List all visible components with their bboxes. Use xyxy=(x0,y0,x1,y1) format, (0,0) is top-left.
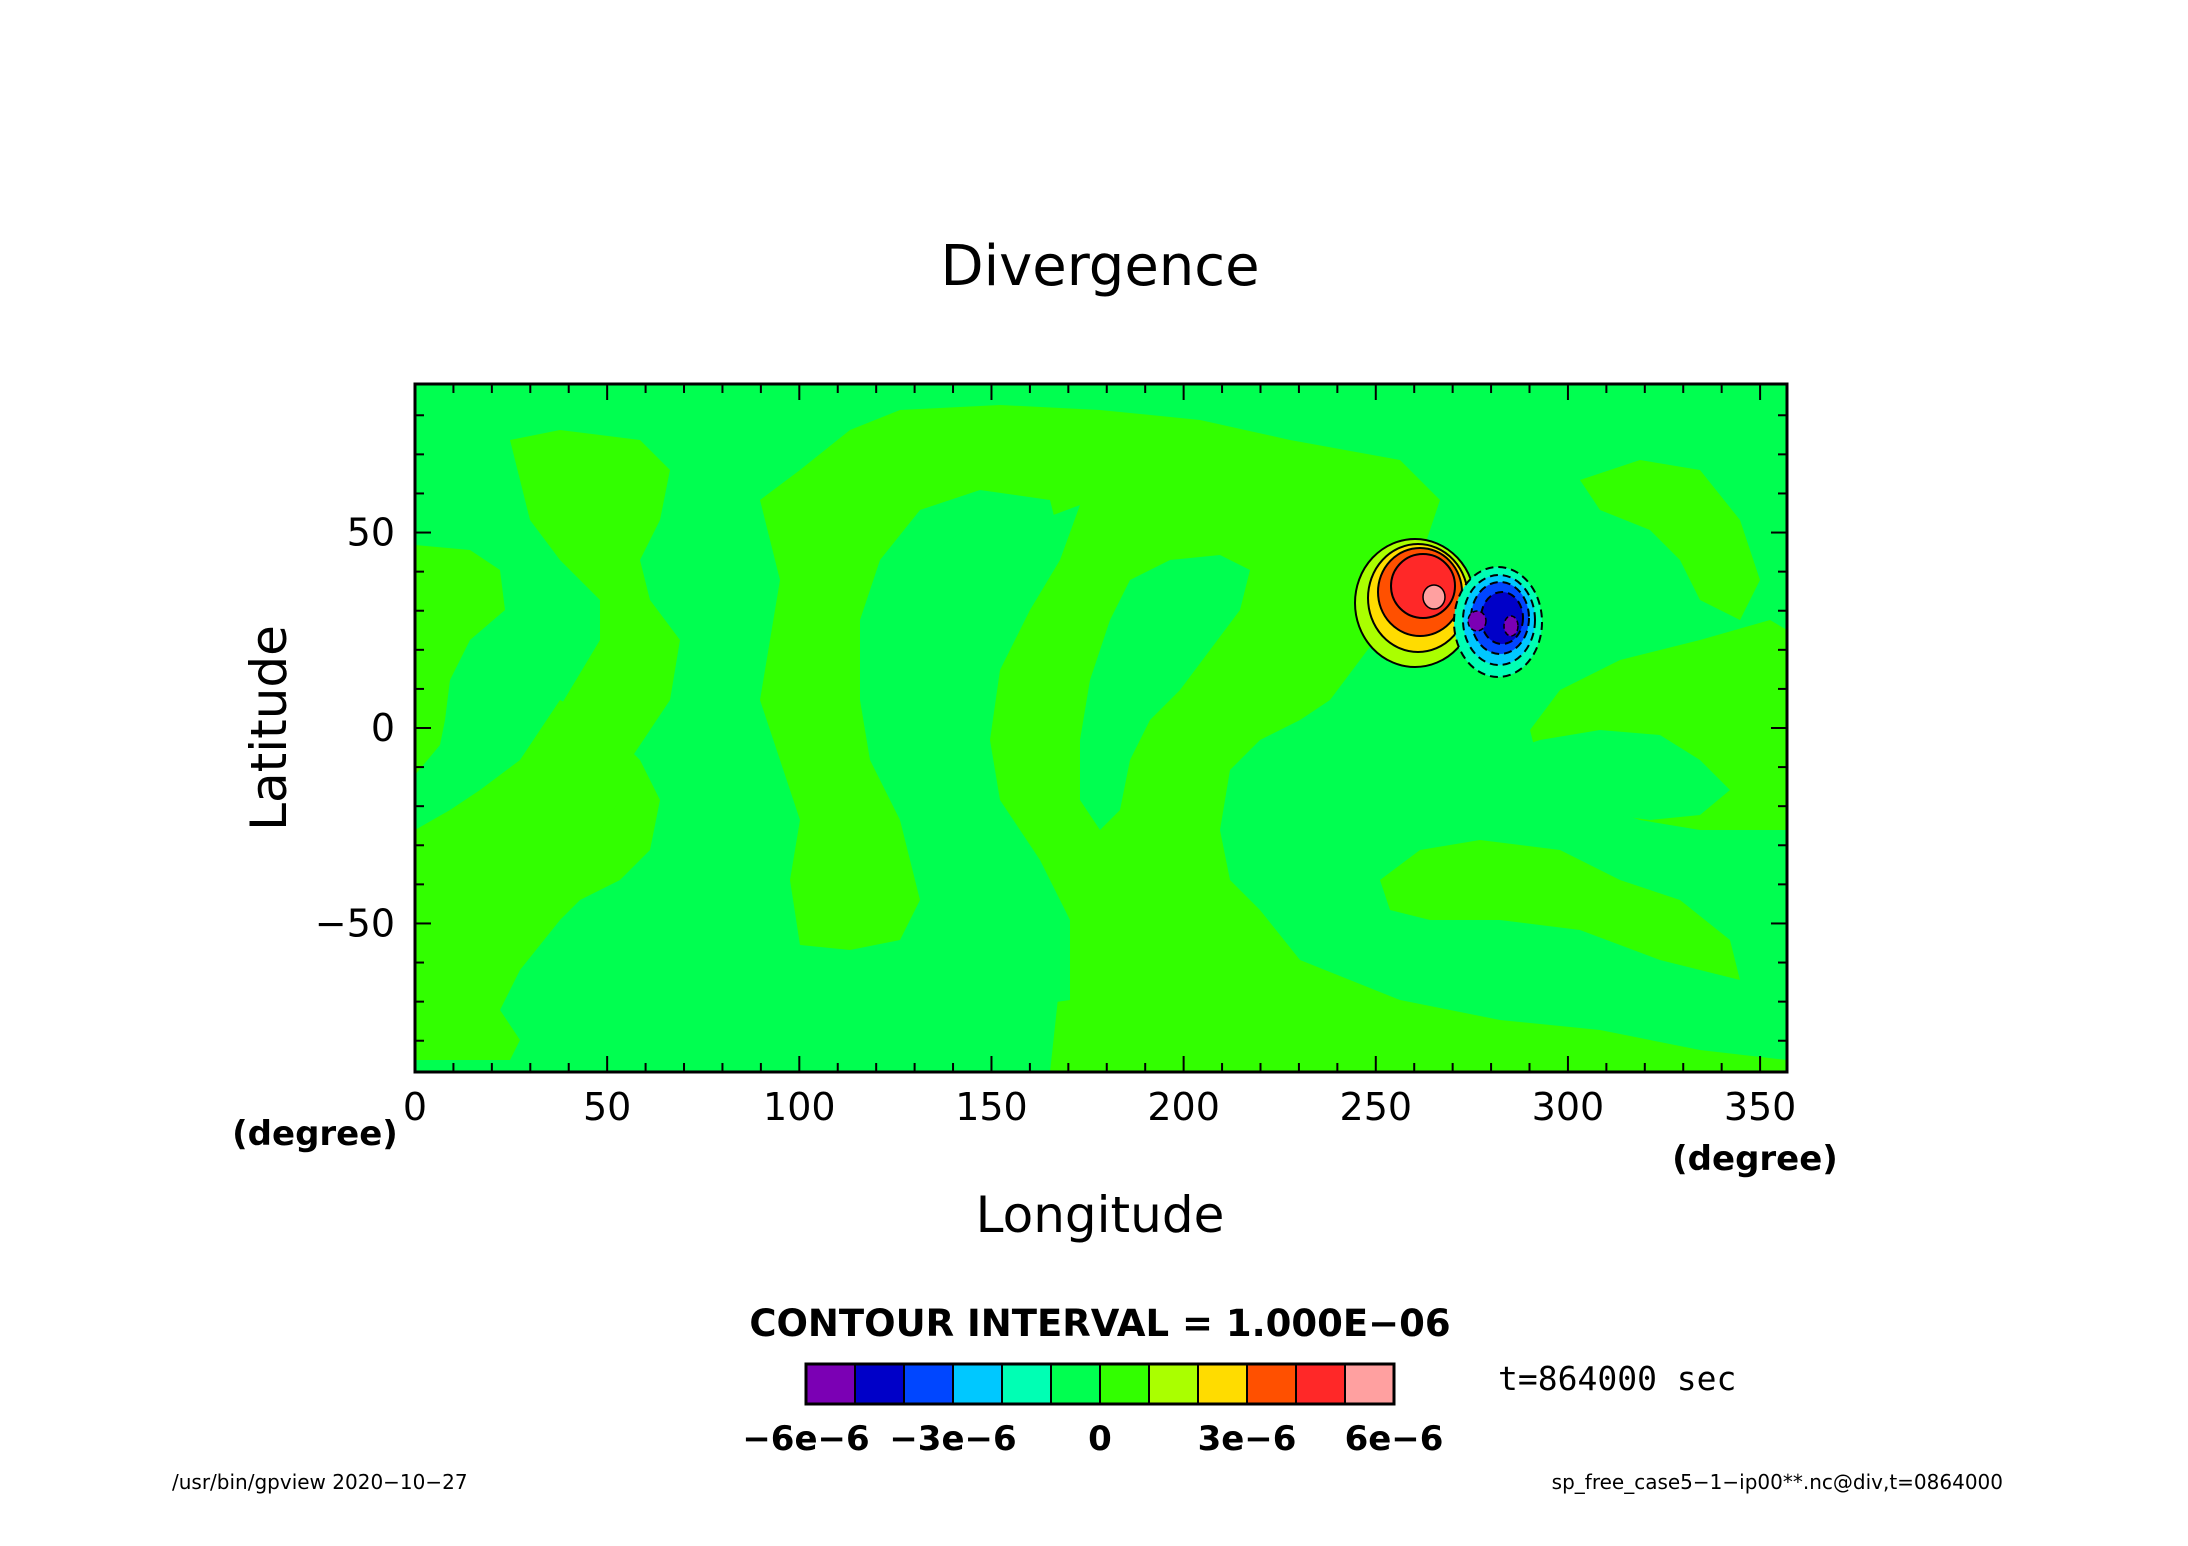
positive-lobe xyxy=(1354,538,1476,668)
neg-center-a xyxy=(1467,610,1487,632)
colorbar-swatch xyxy=(805,1363,856,1405)
footer-left: /usr/bin/gpview 2020−10−27 xyxy=(172,1470,468,1494)
band-southeast xyxy=(1380,840,1740,980)
colorbar-swatch xyxy=(854,1363,905,1405)
x-tick-label: 0 xyxy=(403,1085,427,1129)
patch-south xyxy=(1480,730,1730,820)
axis-ticks xyxy=(414,384,1787,1072)
colorbar-tick-label: 3e−6 xyxy=(1198,1419,1297,1459)
colorbar-swatch xyxy=(903,1363,954,1405)
colorbar-swatch xyxy=(1344,1363,1395,1405)
contour-interval-label: CONTOUR INTERVAL = 1.000E−06 xyxy=(749,1302,1450,1345)
colorbar-swatch xyxy=(1050,1363,1101,1405)
colorbar-tick-label: 0 xyxy=(1088,1419,1112,1459)
colorbar-tick-label: −3e−6 xyxy=(889,1419,1016,1459)
colorbar-swatch xyxy=(1246,1363,1297,1405)
x-tick-label: 250 xyxy=(1340,1085,1413,1129)
x-unit-right: (degree) xyxy=(1672,1139,1838,1179)
pos-level-4 xyxy=(1390,553,1456,619)
colorbar-swatch xyxy=(1099,1363,1150,1405)
colorbar xyxy=(804,1362,1396,1406)
x-tick-label: 300 xyxy=(1532,1085,1605,1129)
x-tick-label: 200 xyxy=(1147,1085,1220,1129)
colorbar-swatch xyxy=(1197,1363,1248,1405)
y-axis-label: Latitude xyxy=(240,625,298,831)
x-tick-label: 150 xyxy=(955,1085,1028,1129)
band-midwest xyxy=(510,430,680,860)
colorbar-swatch xyxy=(1295,1363,1346,1405)
negative-lobe xyxy=(1453,566,1543,678)
band-northeast xyxy=(1580,460,1760,620)
y-tick-label: 50 xyxy=(347,511,395,555)
x-axis-label: Longitude xyxy=(976,1186,1225,1244)
x-tick-label: 50 xyxy=(583,1085,631,1129)
y-tick-label: 0 xyxy=(371,706,395,750)
colorbar-swatch xyxy=(1001,1363,1052,1405)
footer-right: sp_free_case5−1−ip00**.nc@div,t=0864000 xyxy=(1552,1470,2003,1494)
colorbar-tick-labels: −6e−6 −3e−6 0 3e−6 6e−6 xyxy=(742,1419,1443,1459)
y-tick-label: −50 xyxy=(315,901,395,945)
colorbar-tick-label: 6e−6 xyxy=(1345,1419,1444,1459)
colorbar-swatch xyxy=(1148,1363,1199,1405)
band-west xyxy=(415,545,505,775)
pos-level-5 xyxy=(1422,584,1446,610)
colorbar-tick-label: −6e−6 xyxy=(742,1419,869,1459)
patch-north xyxy=(1080,555,1250,830)
plot-area xyxy=(415,384,1787,1072)
x-tick-label: 350 xyxy=(1724,1085,1797,1129)
neg-level-4 xyxy=(1480,591,1524,645)
x-unit-left: (degree) xyxy=(232,1114,398,1154)
x-tick-labels: 0 50 100 150 200 250 300 350 xyxy=(403,1085,1796,1129)
chart-title: Divergence xyxy=(940,234,1259,299)
neg-center-b xyxy=(1503,615,1519,637)
x-tick-label: 100 xyxy=(763,1085,836,1129)
colorbar-frame xyxy=(804,1362,1396,1406)
patch-central xyxy=(875,505,1080,1010)
time-label: t=864000 sec xyxy=(1498,1359,1736,1398)
y-tick-labels: 50 0 −50 xyxy=(315,511,395,946)
colorbar-swatch xyxy=(952,1363,1003,1405)
